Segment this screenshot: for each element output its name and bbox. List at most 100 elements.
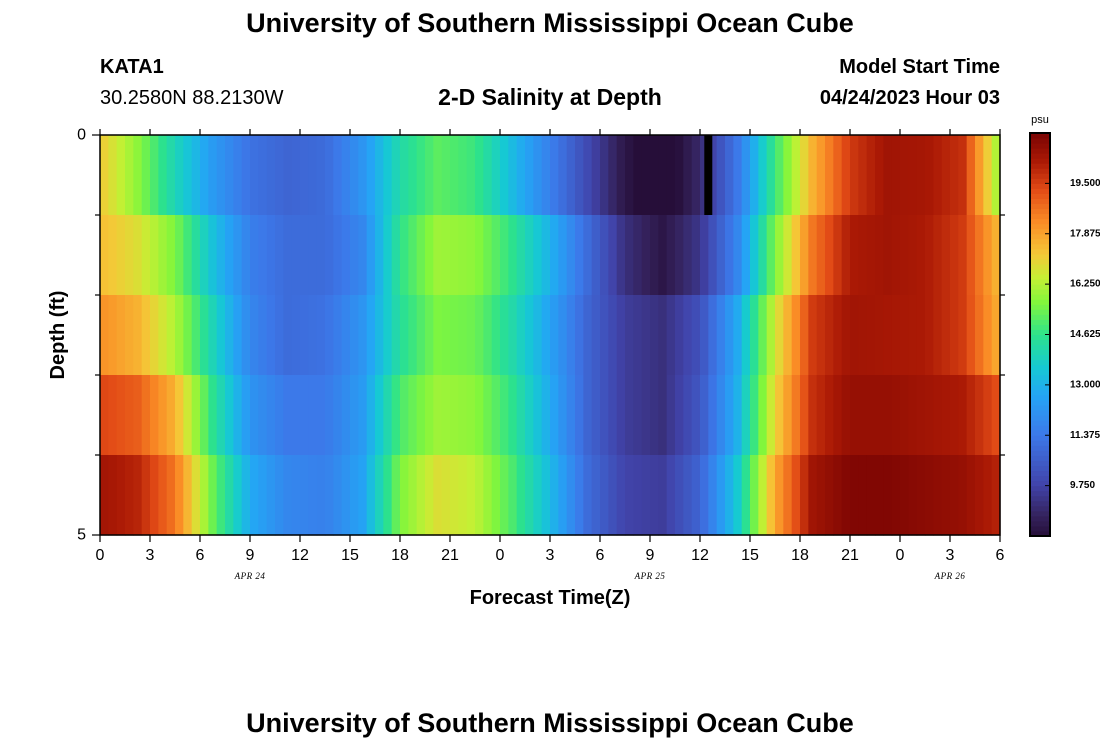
heatmap-cell (708, 375, 718, 456)
heatmap-cell (208, 455, 218, 536)
heatmap-cell (658, 455, 668, 536)
heatmap-cell (850, 455, 859, 536)
heatmap-cell (350, 135, 359, 216)
heatmap-cell (975, 455, 984, 536)
colorbar-segment (1030, 410, 1050, 416)
colorbar-segment (1030, 243, 1050, 250)
y-axis-title: Depth (ft) (47, 291, 69, 380)
heatmap-cell (308, 135, 318, 216)
heatmap-cell (216, 215, 226, 296)
heatmap-cell (666, 375, 676, 456)
heatmap-cell (733, 135, 743, 216)
heatmap-cell (308, 375, 318, 456)
heatmap-cell (775, 135, 784, 216)
heatmap-cell (825, 295, 834, 376)
heatmap-cell (900, 455, 909, 536)
heatmap-cell (641, 135, 651, 216)
heatmap-cell (425, 135, 434, 216)
colorbar-segment (1030, 515, 1050, 522)
heatmap-cell (758, 295, 768, 376)
heatmap-cell (375, 135, 384, 216)
x-tick-label: 9 (246, 547, 255, 564)
heatmap-cell (125, 455, 134, 536)
colorbar-segment (1030, 465, 1050, 472)
colorbar-segment (1030, 238, 1050, 245)
heatmap-cell (858, 295, 868, 376)
heatmap-cell (491, 295, 501, 376)
heatmap-cell (483, 295, 493, 376)
colorbar-tick-label: 9.750 (1070, 480, 1095, 491)
heatmap-cell (800, 215, 809, 296)
heatmap-cell (508, 455, 518, 536)
colorbar-segment (1030, 455, 1050, 461)
heatmap-cell (308, 295, 318, 376)
colorbar-segment (1030, 369, 1050, 376)
heatmap-cell (533, 375, 543, 456)
heatmap-cell (658, 215, 668, 296)
heatmap-cell (750, 215, 759, 296)
heatmap-cell (475, 455, 484, 536)
heatmap-cell (933, 375, 943, 456)
heatmap-cell (741, 135, 751, 216)
heatmap-cell (616, 375, 626, 456)
heatmap-cell (558, 215, 568, 296)
heatmap-cell (733, 295, 743, 376)
colorbar-segment (1030, 314, 1050, 320)
heatmap-cell (325, 295, 334, 376)
heatmap-cell (383, 295, 393, 376)
heatmap-cell (133, 135, 143, 216)
colorbar-tick-label: 16.250 (1070, 279, 1100, 290)
heatmap-cell (741, 295, 751, 376)
colorbar-segment (1030, 394, 1050, 401)
heatmap-cell (125, 375, 134, 456)
heatmap-cell (333, 215, 343, 296)
heatmap-cell (375, 375, 384, 456)
heatmap-cell (950, 215, 959, 296)
heatmap-cell (100, 375, 109, 456)
colorbar-tick-label: 13.000 (1070, 379, 1100, 390)
heatmap-cell (775, 215, 784, 296)
heatmap-cell (250, 295, 259, 376)
x-tick-label: 3 (946, 547, 955, 564)
heatmap-cell (433, 135, 443, 216)
colorbar-segment (1030, 379, 1050, 386)
heatmap-cell (450, 375, 459, 456)
colorbar-segment (1030, 500, 1050, 507)
heatmap-cell (133, 455, 143, 536)
heatmap-cell (200, 455, 209, 536)
colorbar-segment (1030, 163, 1050, 169)
heatmap-cell (983, 455, 993, 536)
heatmap-cell (166, 215, 176, 296)
heatmap-cell (500, 135, 509, 216)
heatmap-cell (633, 215, 643, 296)
heatmap-cell (916, 295, 926, 376)
heatmap-cell (883, 215, 893, 296)
colorbar-tick-label: 19.500 (1070, 178, 1100, 189)
salinity-depth-chart: 0 3 6 9 12 15 18 21 0 3 6 9 12 15 18 21 0 3 6 APR 24 APR 25 A… (47, 114, 1100, 609)
heatmap-cell (733, 215, 743, 296)
heatmap-cell (291, 375, 301, 456)
heatmap-cell (958, 215, 968, 296)
heatmap-cell (933, 455, 943, 536)
heatmap-cell (766, 375, 776, 456)
heatmap-cell (225, 375, 234, 456)
heatmap-cell (716, 455, 726, 536)
heatmap-cell (708, 215, 718, 296)
heatmap-cell (216, 135, 226, 216)
colorbar-segment (1030, 284, 1050, 290)
heatmap-cell (433, 215, 443, 296)
heatmap-cell (416, 455, 426, 536)
heatmap-cell (300, 455, 309, 536)
x-tick-label: 15 (341, 547, 359, 564)
colorbar-segment (1030, 349, 1050, 356)
heatmap-cell (275, 455, 284, 536)
heatmap-cell (208, 375, 218, 456)
heatmap-cell (591, 215, 601, 296)
colorbar-segment (1030, 490, 1050, 497)
heatmap-cell (283, 215, 293, 296)
heatmap-cell (166, 455, 176, 536)
heatmap-cell (875, 455, 884, 536)
colorbar-segment (1030, 258, 1050, 265)
heatmap-cell (116, 215, 126, 296)
heatmap-cell (741, 215, 751, 296)
